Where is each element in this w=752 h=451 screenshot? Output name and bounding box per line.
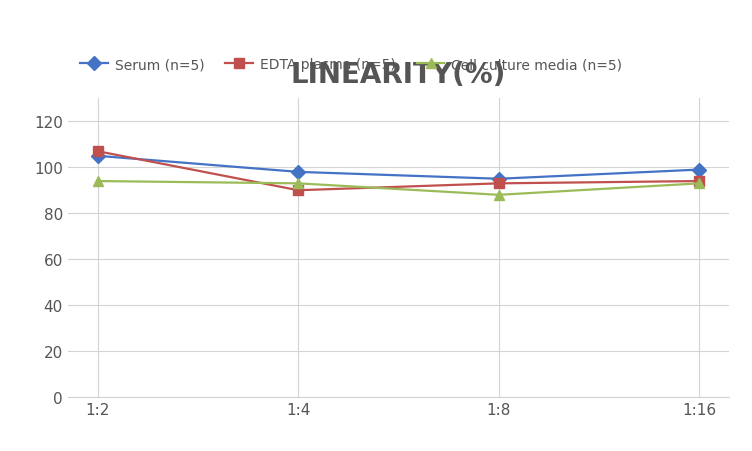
Cell culture media (n=5) [695,181,704,187]
Serum (n=5) [294,170,303,175]
Serum (n=5) [695,167,704,173]
Cell culture media (n=5) [294,181,303,187]
Serum (n=5) [93,154,102,159]
Line: Serum (n=5): Serum (n=5) [93,152,704,184]
Line: EDTA plasma (n=5): EDTA plasma (n=5) [93,147,704,196]
EDTA plasma (n=5) [93,149,102,155]
EDTA plasma (n=5) [695,179,704,184]
Title: LINEARITY(%): LINEARITY(%) [291,60,506,88]
EDTA plasma (n=5) [494,181,503,187]
Cell culture media (n=5) [93,179,102,184]
Line: Cell culture media (n=5): Cell culture media (n=5) [93,177,704,200]
EDTA plasma (n=5) [294,188,303,193]
Serum (n=5) [494,177,503,182]
Cell culture media (n=5) [494,193,503,198]
Legend: Serum (n=5), EDTA plasma (n=5), Cell culture media (n=5): Serum (n=5), EDTA plasma (n=5), Cell cul… [74,53,628,78]
